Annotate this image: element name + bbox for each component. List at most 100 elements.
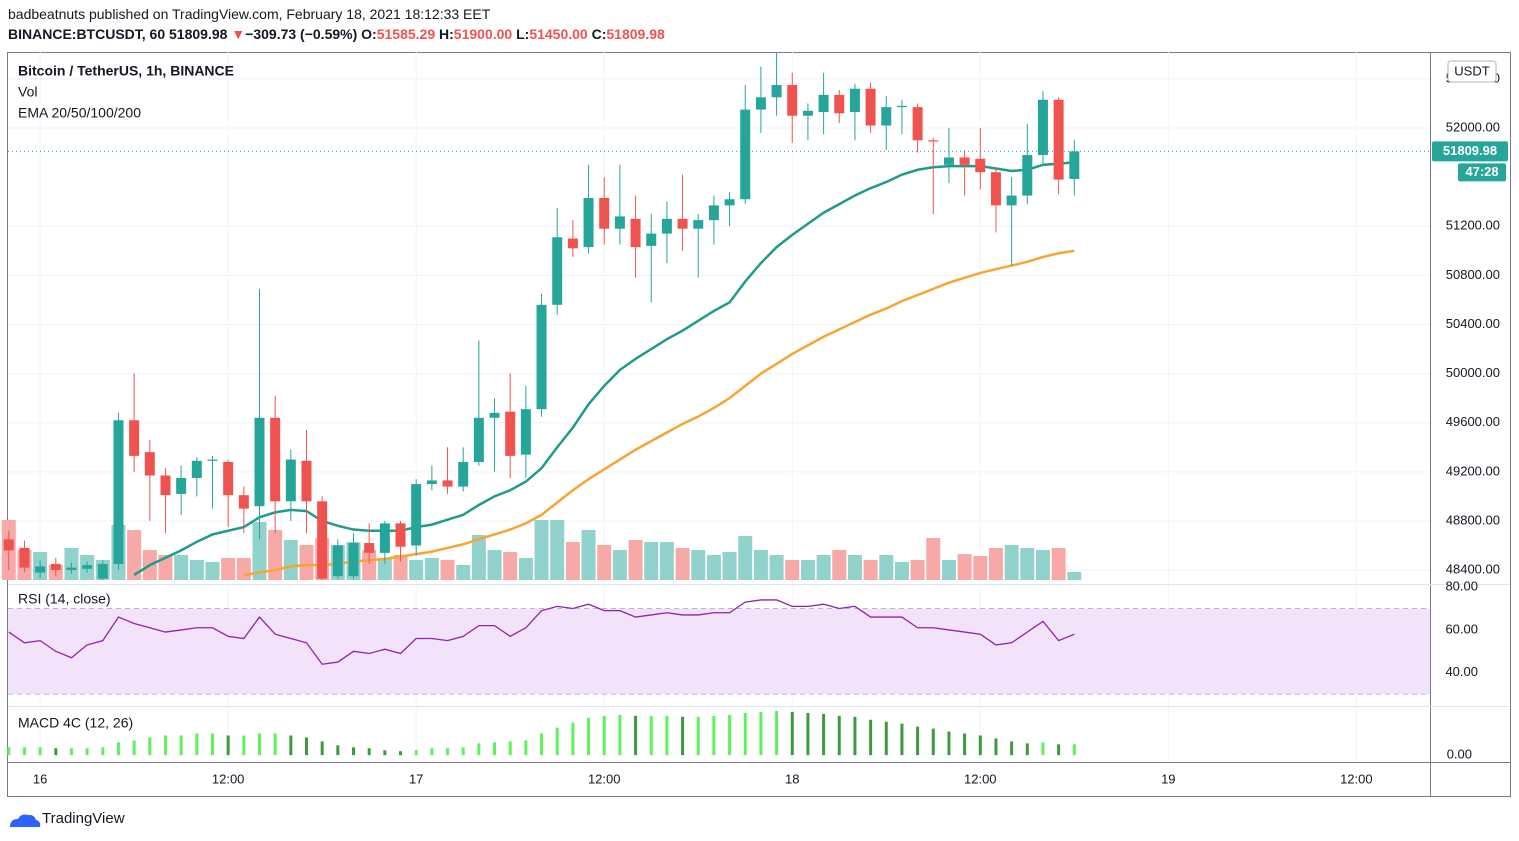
macd-bar — [352, 747, 356, 756]
macd-bar — [446, 748, 450, 756]
volume-bar — [706, 555, 721, 580]
x-tick-label: 19 — [1161, 771, 1175, 786]
volume-bar — [252, 522, 267, 580]
macd-bar — [681, 716, 685, 756]
macd-bar — [461, 747, 465, 756]
currency-text: USDT — [1454, 63, 1489, 78]
y-tick-label: 49200.00 — [1446, 463, 1500, 478]
macd-bar — [242, 735, 246, 756]
macd-bar — [555, 727, 559, 756]
macd-bar — [132, 740, 136, 756]
volume-bar — [800, 560, 815, 580]
h-label: H: — [439, 26, 454, 42]
candle-body — [959, 157, 970, 165]
x-tick-label: 17 — [409, 771, 423, 786]
h: 51900.00 — [453, 26, 513, 42]
x-tick-label: 12:00 — [964, 771, 997, 786]
macd-bar — [116, 742, 120, 756]
macd-bar — [884, 721, 888, 756]
candle-body — [990, 172, 1001, 206]
volume-bar — [941, 560, 956, 580]
macd-bar — [305, 737, 309, 756]
quote-line: BINANCE:BTCUSDT, 60 51809.98 ▼−309.73 (−… — [8, 26, 665, 42]
volume-bar — [832, 550, 847, 580]
y-tick-label: 48400.00 — [1446, 561, 1500, 576]
c-label: C: — [591, 26, 607, 42]
candle-body — [301, 460, 312, 502]
y-tick-label: 50400.00 — [1446, 316, 1500, 331]
macd-bar — [69, 748, 73, 756]
candle-body — [755, 97, 766, 110]
macd-bar — [822, 713, 826, 756]
volume-bar — [675, 548, 690, 580]
volume-bar — [1035, 550, 1050, 580]
candle-body — [317, 501, 328, 579]
candle-body — [395, 523, 406, 547]
candle-body — [661, 218, 672, 234]
volume-bar — [879, 555, 894, 580]
x-tick-label: 12:00 — [1340, 771, 1373, 786]
volume-label: Vol — [18, 84, 37, 100]
volume-bar — [377, 558, 392, 580]
candle-body — [646, 233, 657, 246]
volume-bar — [268, 530, 283, 580]
price-badge-text: 51809.98 — [1443, 143, 1497, 158]
rsi-line — [8, 599, 1075, 665]
volume-bar — [236, 558, 251, 580]
volume-bar — [283, 540, 298, 580]
volume-bar — [1004, 545, 1019, 580]
candle-body — [254, 417, 265, 507]
volume-bar — [424, 558, 439, 580]
macd-bar — [712, 715, 716, 756]
volume-bar — [174, 555, 189, 580]
candle-body — [865, 88, 876, 126]
macd-bar — [399, 751, 403, 756]
macd-bar — [587, 717, 591, 756]
volume-bar — [393, 555, 408, 580]
price-badge — [1432, 141, 1508, 162]
candle-body — [1022, 155, 1033, 196]
y-tick-label: 50000.00 — [1446, 365, 1500, 380]
macd-title: MACD 4C (12, 26) — [18, 715, 133, 731]
candle-body — [364, 543, 375, 553]
volume-bar — [503, 552, 518, 580]
volume-bar — [487, 550, 502, 580]
macd-bar — [367, 748, 371, 756]
candle-body — [614, 216, 625, 229]
rsi-tick-label: 60.00 — [1445, 621, 1478, 636]
volume-bar — [456, 565, 471, 580]
x-tick-label: 16 — [33, 771, 47, 786]
brand: TradingView — [42, 810, 125, 827]
candle-body — [97, 563, 108, 579]
candle-body — [724, 199, 735, 206]
macd-bar — [1072, 744, 1076, 756]
volume-bar — [1067, 572, 1082, 580]
candle-body — [834, 94, 845, 114]
macd-bar — [257, 733, 261, 756]
volume-bar — [738, 536, 753, 580]
symbol: BINANCE:BTCUSDT, 60 — [8, 26, 166, 42]
frame — [7, 52, 1511, 797]
volume-bar — [847, 555, 862, 580]
macd-bar — [477, 743, 481, 756]
macd-bar — [508, 741, 512, 756]
candle-body — [238, 495, 249, 509]
candle-body — [1037, 99, 1048, 156]
rsi-title: RSI (14, close) — [18, 591, 111, 607]
candle-body — [113, 420, 124, 564]
candle-body — [896, 105, 907, 108]
volume-bar — [158, 555, 173, 580]
volume-bar — [409, 560, 424, 580]
currency-button[interactable] — [1447, 60, 1497, 83]
candle-body — [771, 85, 782, 98]
volume-bar — [926, 538, 941, 580]
candle-body — [912, 107, 923, 141]
volume-bar — [769, 555, 784, 580]
macd-bar — [1041, 742, 1045, 756]
candle-body — [630, 218, 641, 248]
candle-body — [191, 460, 202, 478]
candle-body — [583, 197, 594, 248]
volume-bar — [299, 545, 314, 580]
y-tick-label: 52000.00 — [1446, 119, 1500, 134]
